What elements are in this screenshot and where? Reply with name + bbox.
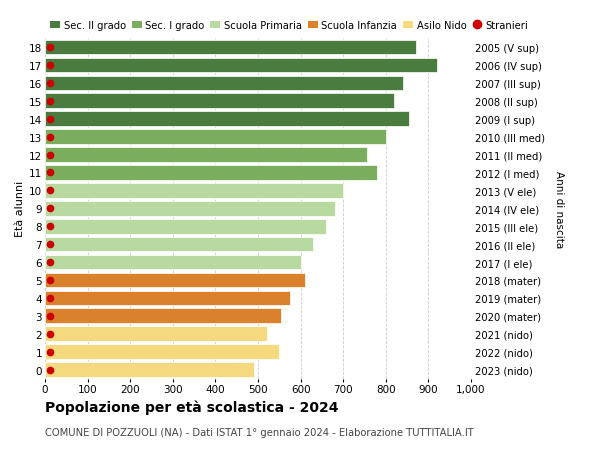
- Bar: [45, 41, 416, 55]
- Bar: [45, 184, 343, 198]
- Bar: [45, 166, 377, 180]
- Bar: [45, 363, 254, 377]
- Text: COMUNE DI POZZUOLI (NA) - Dati ISTAT 1° gennaio 2024 - Elaborazione TUTTITALIA.I: COMUNE DI POZZUOLI (NA) - Dati ISTAT 1° …: [45, 427, 474, 437]
- Bar: [45, 255, 301, 270]
- Bar: [45, 237, 313, 252]
- Bar: [45, 148, 367, 162]
- Bar: [45, 112, 409, 127]
- Bar: [45, 58, 437, 73]
- Bar: [45, 327, 266, 341]
- Y-axis label: Età alunni: Età alunni: [15, 181, 25, 237]
- Bar: [45, 202, 335, 216]
- Bar: [45, 76, 403, 91]
- Bar: [45, 130, 386, 145]
- Bar: [45, 309, 281, 324]
- Bar: [45, 94, 394, 109]
- Bar: [45, 345, 280, 359]
- Legend: Sec. II grado, Sec. I grado, Scuola Primaria, Scuola Infanzia, Asilo Nido, Stran: Sec. II grado, Sec. I grado, Scuola Prim…: [50, 21, 529, 31]
- Text: Popolazione per età scolastica - 2024: Popolazione per età scolastica - 2024: [45, 399, 338, 414]
- Bar: [45, 219, 326, 234]
- Bar: [45, 273, 305, 288]
- Bar: [45, 291, 290, 306]
- Y-axis label: Anni di nascita: Anni di nascita: [554, 170, 563, 247]
